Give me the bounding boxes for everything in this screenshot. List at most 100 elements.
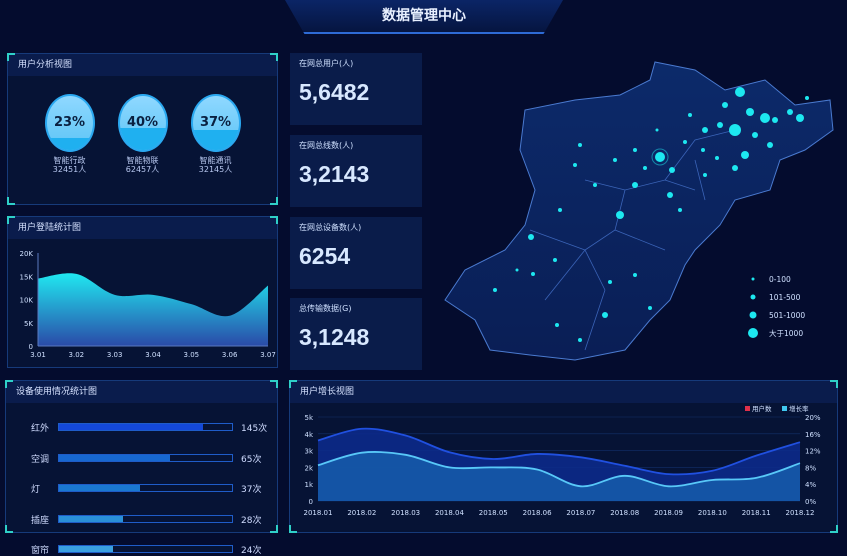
bar-fill <box>59 424 203 430</box>
x-tick-label: 3.02 <box>69 351 85 359</box>
legend-dot <box>751 295 756 300</box>
login-area <box>38 273 268 346</box>
bar-fill <box>59 516 123 522</box>
stat-card: 在网总线数(人)3,2143 <box>290 135 422 207</box>
map-marker <box>633 273 637 277</box>
map-marker <box>516 269 519 272</box>
percent-bubble: 23% <box>45 94 95 152</box>
map-marker <box>752 132 758 138</box>
map-marker <box>531 272 535 276</box>
percent-bubble: 37% <box>191 94 241 152</box>
category-count: 62457人 <box>118 165 168 174</box>
page-title: 数据管理中心 <box>285 0 563 32</box>
x-tick-label: 2018.05 <box>479 509 508 517</box>
stat-label: 在网总设备数(人) <box>299 222 413 233</box>
x-tick-label: 3.03 <box>107 351 123 359</box>
map-marker <box>701 148 705 152</box>
map-marker <box>655 152 665 162</box>
map-marker <box>678 208 682 212</box>
x-tick-label: 2018.07 <box>566 509 595 517</box>
map-marker <box>787 109 793 115</box>
y-left-tick: 4k <box>304 431 313 439</box>
bar-fill <box>59 455 170 461</box>
map-marker <box>558 208 562 212</box>
percent-bubble: 40% <box>118 94 168 152</box>
stat-value: 6254 <box>299 243 413 270</box>
y-left-tick: 1k <box>304 481 313 489</box>
bar-fill <box>59 546 113 552</box>
x-tick-label: 3.06 <box>222 351 238 359</box>
map-marker <box>553 258 557 262</box>
panel-title: 用户登陆统计图 <box>8 217 277 239</box>
y-tick-label: 15K <box>20 273 34 281</box>
bar-track <box>58 515 233 523</box>
map-marker <box>555 323 559 327</box>
x-tick-label: 2018.06 <box>523 509 552 517</box>
category-name: 智能通讯 <box>191 156 241 165</box>
x-tick-label: 2018.04 <box>435 509 464 517</box>
y-tick-label: 20K <box>20 250 34 258</box>
y-right-tick: 0% <box>805 498 816 506</box>
bar-track <box>58 423 233 431</box>
map-marker <box>702 127 708 133</box>
map-marker <box>633 148 637 152</box>
percent-value: 40% <box>120 115 166 130</box>
map-marker <box>767 142 773 148</box>
x-tick-label: 2018.03 <box>391 509 420 517</box>
map-marker <box>732 165 738 171</box>
stat-card: 在网总用户(人)5,6482 <box>290 53 422 125</box>
x-tick-label: 2018.09 <box>654 509 683 517</box>
x-tick-label: 3.05 <box>184 351 200 359</box>
map-marker <box>493 288 497 292</box>
stat-value: 3,1248 <box>299 324 413 351</box>
map-marker <box>656 129 659 132</box>
legend-label: 0-100 <box>769 275 791 284</box>
panel-title: 设备使用情况统计图 <box>6 381 277 403</box>
x-tick-label: 3.04 <box>145 351 161 359</box>
x-tick-label: 3.01 <box>30 351 46 359</box>
map-marker <box>632 182 638 188</box>
legend-label: 增长率 <box>789 404 809 413</box>
x-tick-label: 2018.01 <box>304 509 333 517</box>
y-left-tick: 3k <box>304 448 313 456</box>
legend-label: 501-1000 <box>769 311 805 320</box>
usage-count: 37次 <box>241 482 261 495</box>
device-name: 窗帘 <box>31 546 49 556</box>
bar-fill <box>59 485 140 491</box>
bar-track <box>58 545 233 553</box>
map-marker <box>648 306 652 310</box>
map-marker <box>729 124 741 136</box>
y-left-tick: 5k <box>304 414 313 422</box>
y-right-tick: 16% <box>805 431 821 439</box>
legend-dot <box>752 278 755 281</box>
map-marker <box>643 166 647 170</box>
map-marker <box>717 122 723 128</box>
legend-dot <box>750 312 757 319</box>
category-name: 智能行政 <box>45 156 95 165</box>
x-tick-label: 3.07 <box>260 351 276 359</box>
device-name: 空调 <box>31 455 49 465</box>
map-marker <box>683 140 687 144</box>
legend-swatch <box>782 406 787 411</box>
x-tick-label: 2018.08 <box>610 509 639 517</box>
map-marker <box>722 102 728 108</box>
map-marker <box>578 143 582 147</box>
legend-label: 101-500 <box>769 293 801 302</box>
usage-count: 28次 <box>241 513 261 526</box>
map-marker <box>667 192 673 198</box>
map-marker <box>760 113 770 123</box>
map-marker <box>805 96 809 100</box>
map-marker <box>703 173 707 177</box>
y-tick-label: 5K <box>24 320 33 328</box>
